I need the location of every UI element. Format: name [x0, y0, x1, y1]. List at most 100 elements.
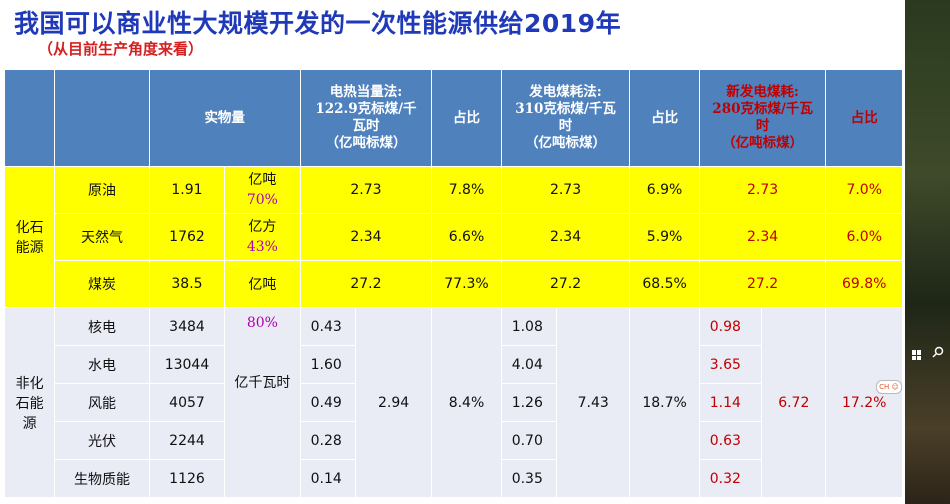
quantity-cell: 1.91 [148, 166, 226, 214]
header-empty-group [3, 69, 56, 167]
coal-generation-cell: 0.70 [500, 421, 557, 460]
heat-equivalent-cell: 2.34 [299, 213, 433, 261]
slide-subtitle: （从目前生产角度来看） [38, 40, 204, 58]
new-generation-cell: 0.32 [698, 459, 763, 498]
unit-label: 亿吨 [248, 172, 277, 188]
header-coal-line2: 310克标煤/千瓦 [515, 101, 616, 117]
header-heat-equivalent: 电热当量法: 122.9克标煤/千 瓦时 （亿吨标煤） [299, 69, 433, 167]
row-name: 煤炭 [54, 260, 150, 308]
header-new-generation: 新发电煤耗: 280克标煤/千瓦 时 （亿吨标煤） [698, 69, 827, 167]
row-name: 光伏 [54, 421, 150, 460]
header-new-line1: 新发电煤耗: [726, 84, 799, 100]
header-heat-line1: 电热当量法: [329, 84, 403, 100]
quantity-cell: 1126 [148, 459, 226, 498]
table-row-wind: 风能 4057 0.49 1.26 1.14 [5, 383, 903, 422]
coal-generation-cell: 0.35 [500, 459, 557, 498]
share-3-total: 17.2% [825, 307, 903, 498]
table-row-crude-oil: 化石 能源 原油 1.91 亿吨 70% 2.73 7.8% 2.73 6.9%… [3, 166, 903, 308]
header-share-1: 占比 [431, 69, 502, 167]
table-row-coal: 煤炭 38.5 亿吨 27.2 77.3% 27.2 68.5% 27.2 69… [5, 260, 903, 308]
unit-label: 亿千瓦时 [234, 374, 291, 391]
header-share-2: 占比 [629, 69, 700, 167]
share-2-cell: 6.9% [629, 166, 700, 214]
share-3-cell: 7.0% [825, 166, 903, 214]
table-header-row: 实物量 电热当量法: 122.9克标煤/千 瓦时 （亿吨标煤） 占比 发电煤耗法… [3, 69, 903, 167]
header-coal-generation: 发电煤耗法: 310克标煤/千瓦 时 （亿吨标煤） [500, 69, 631, 167]
header-new-line3: 时 [755, 118, 770, 134]
coal-generation-cell: 2.34 [500, 213, 631, 261]
new-generation-cell: 0.63 [698, 421, 763, 460]
coal-generation-cell: 2.73 [500, 166, 631, 214]
fossil-label-line2: 能源 [15, 240, 44, 256]
energy-supply-table: 实物量 电热当量法: 122.9克标煤/千 瓦时 （亿吨标煤） 占比 发电煤耗法… [3, 69, 903, 498]
new-generation-total: 6.72 [761, 307, 827, 498]
new-generation-cell: 1.14 [698, 383, 763, 422]
header-heat-line4: （亿吨标煤） [325, 135, 407, 151]
table-row-natural-gas: 天然气 1762 亿方 43% 2.34 6.6% 2.34 5.9% 2.34… [5, 213, 903, 261]
table-row-hydro: 水电 13044 1.60 4.04 3.65 [5, 345, 903, 384]
coal-generation-cell: 1.08 [500, 307, 557, 346]
heat-equivalent-cell: 0.43 [299, 307, 356, 346]
share-1-cell: 77.3% [431, 260, 502, 308]
quantity-cell: 1762 [148, 213, 226, 261]
unit-percentage: 70% [246, 192, 278, 208]
heat-equivalent-cell: 2.73 [299, 166, 433, 214]
heat-equivalent-cell: 0.14 [299, 459, 356, 498]
quantity-cell: 3484 [148, 307, 226, 346]
heat-equivalent-cell: 0.49 [299, 383, 356, 422]
nonfossil-group-label: 非化 石能 源 [3, 307, 56, 498]
new-generation-cell: 27.2 [698, 260, 827, 308]
fossil-label-line1: 化石 [15, 220, 44, 236]
header-coal-line3: 时 [558, 118, 573, 134]
share-2-cell: 68.5% [629, 260, 700, 308]
quantity-cell: 38.5 [148, 260, 226, 308]
search-icon[interactable] [932, 346, 944, 358]
row-name: 原油 [54, 166, 150, 214]
share-2-cell: 5.9% [629, 213, 700, 261]
unit-label: 亿方 [248, 219, 277, 235]
share-1-total: 8.4% [431, 307, 502, 498]
header-new-line4: （亿吨标煤） [722, 135, 804, 151]
header-empty-name [54, 69, 150, 167]
fossil-group-label: 化石 能源 [3, 166, 56, 308]
new-generation-cell: 3.65 [698, 345, 763, 384]
row-name: 天然气 [54, 213, 150, 261]
header-physical: 实物量 [148, 69, 301, 167]
coal-generation-total: 7.43 [555, 307, 631, 498]
heat-equivalent-cell: 1.60 [299, 345, 356, 384]
input-method-badge[interactable]: CH ☺ [876, 380, 902, 394]
header-new-line2: 280克标煤/千瓦 [712, 101, 813, 117]
row-name: 生物质能 [54, 459, 150, 498]
unit-percentage: 80% [246, 314, 278, 331]
background-image-strip [905, 0, 950, 504]
slide-title: 我国可以商业性大规模开发的一次性能源供给2019年 [14, 9, 622, 38]
header-share-3: 占比 [825, 69, 903, 167]
heat-equivalent-total: 2.94 [354, 307, 433, 498]
nonfossil-unit-cell: 80% 亿千瓦时 [224, 307, 301, 498]
share-3-cell: 69.8% [825, 260, 903, 308]
heat-equivalent-cell: 27.2 [299, 260, 433, 308]
nonfossil-label-line1: 非化 [15, 375, 44, 392]
row-name: 风能 [54, 383, 150, 422]
quantity-cell: 4057 [148, 383, 226, 422]
heat-equivalent-cell: 0.28 [299, 421, 356, 460]
header-heat-line3: 瓦时 [352, 118, 380, 134]
new-generation-cell: 2.73 [698, 166, 827, 214]
table-row-biomass: 生物质能 1126 0.14 0.35 0.32 [5, 459, 903, 498]
table-row-solar: 光伏 2244 0.28 0.70 0.63 [5, 421, 903, 460]
row-name: 核电 [54, 307, 150, 346]
header-heat-line2: 122.9克标煤/千 [315, 101, 417, 117]
header-coal-line4: （亿吨标煤） [525, 135, 607, 151]
unit-cell: 亿吨 [224, 260, 301, 308]
coal-generation-cell: 27.2 [500, 260, 631, 308]
unit-percentage: 43% [246, 239, 278, 255]
share-3-cell: 6.0% [825, 213, 903, 261]
quantity-cell: 2244 [148, 421, 226, 460]
share-2-total: 18.7% [629, 307, 700, 498]
new-generation-cell: 2.34 [698, 213, 827, 261]
quantity-cell: 13044 [148, 345, 226, 384]
unit-cell: 亿吨 70% [224, 166, 301, 214]
row-name: 水电 [54, 345, 150, 384]
windows-start-icon[interactable] [912, 350, 922, 360]
unit-cell: 亿方 43% [224, 213, 301, 261]
